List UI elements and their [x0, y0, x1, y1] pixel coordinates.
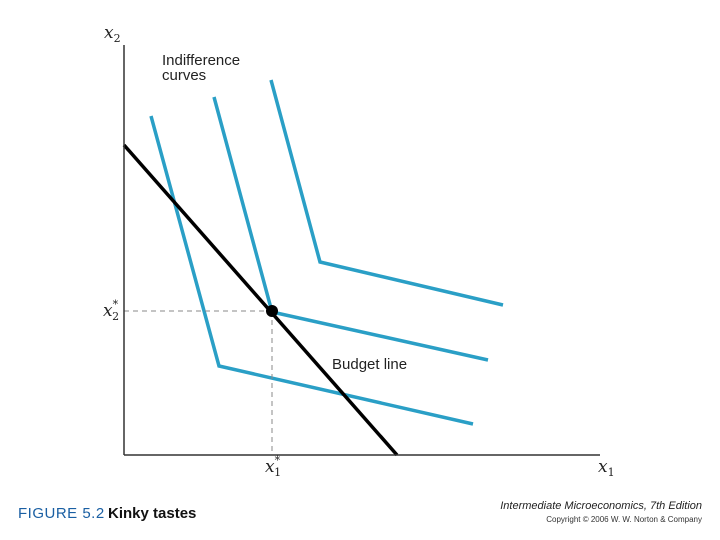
copyright-credit: Copyright © 2006 W. W. Norton & Company: [546, 515, 702, 524]
x-axis-label: x1: [598, 457, 615, 479]
indifference-curves-label-line2: curves: [162, 67, 206, 84]
indifference-curve-high: [269, 79, 504, 307]
book-credit: Intermediate Microeconomics, 7th Edition: [500, 500, 702, 512]
optimum-y-label: x* 2: [103, 298, 119, 323]
figure-title: Kinky tastes: [108, 505, 197, 522]
budget-line: [122, 143, 399, 457]
y-axis-label: x2: [104, 23, 121, 45]
optimum-point: [266, 305, 278, 317]
optimum-x-label: x* 1: [265, 454, 281, 479]
indifference-curve-middle: [212, 96, 489, 362]
figure-number: FIGURE 5.2: [18, 505, 105, 522]
indifference-curves-label: Indifference: [162, 52, 240, 69]
indifference-curve-low: [149, 115, 474, 426]
budget-line-label: Budget line: [332, 356, 407, 373]
